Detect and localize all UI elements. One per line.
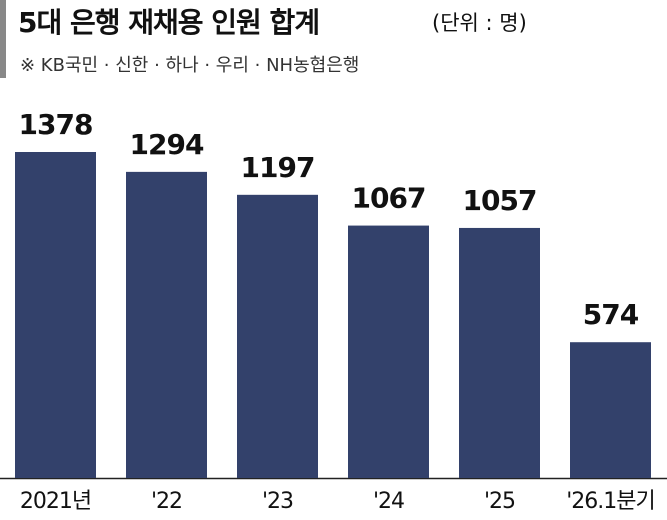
x-tick-label: '22 [151,489,182,514]
chart-title: 5대 은행 재채용 인원 합계 [18,6,319,39]
accent-bar [0,0,6,78]
value-label: 1057 [463,184,537,217]
value-label: 1197 [241,151,315,184]
bar [570,342,651,478]
bar [348,225,429,478]
value-label: 1067 [352,182,426,215]
bar [15,152,96,478]
x-tick-label: '23 [262,489,293,514]
x-tick-label: '25 [484,489,515,514]
value-label: 574 [583,298,639,331]
value-label: 1294 [130,128,204,161]
x-tick-label: 2021년 [20,489,91,514]
value-label: 1378 [19,108,93,141]
bar [126,171,207,478]
bar [237,194,318,479]
unit-label: (단위 : 명) [432,11,527,35]
x-tick-label: '26.1분기 [566,489,655,514]
bar [459,227,540,478]
x-tick-label: '24 [373,489,404,514]
chart-subtitle: ※ KB국민 · 신한 · 하나 · 우리 · NH농협은행 [20,55,359,76]
